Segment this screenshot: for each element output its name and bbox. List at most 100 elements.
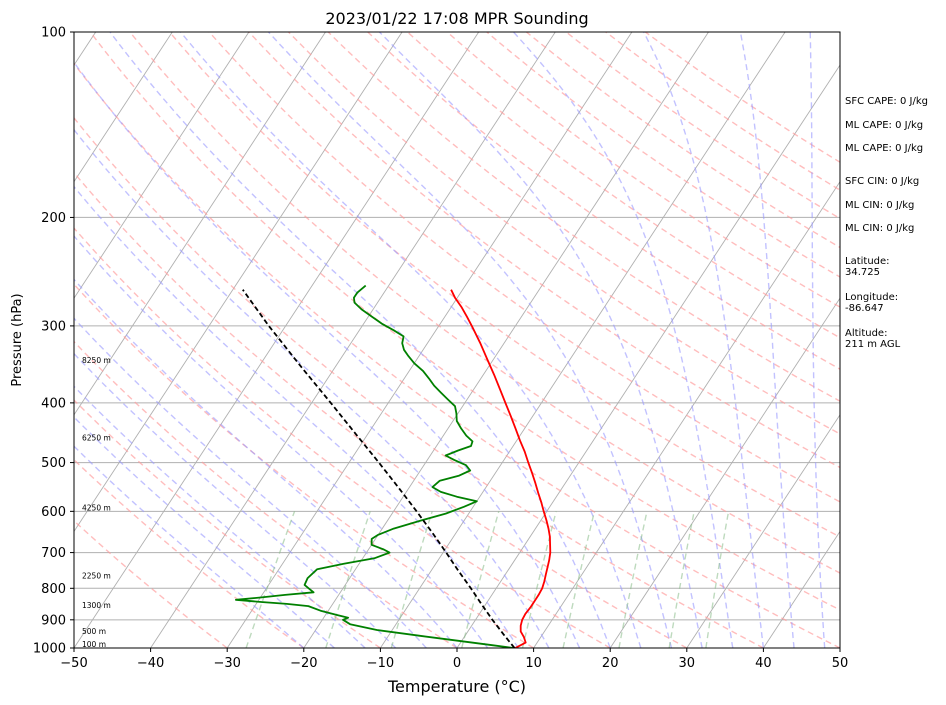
dry-adiabat-line [74,116,764,648]
mixing-ratio-line [562,511,596,648]
x-tick-label: 10 [525,656,542,671]
isotherm-line [74,32,250,300]
dry-adiabat-line [74,227,611,648]
isotherm-line [150,32,556,648]
dry-adiabat-line [367,32,840,370]
height-label: 1300 m [82,601,111,610]
moist-adiabat-line [74,235,489,648]
dry-adiabat-line [74,519,228,648]
y-tick-label: 400 [41,396,66,411]
isotherm-line [74,32,173,183]
sounding-parameter-text: Longitude: [845,292,898,303]
temperature-profile [450,289,552,648]
moist-adiabat-line [109,32,611,648]
y-axis-ticks: 1000 900 800 700 600 500 400 300 200 100 [33,26,74,657]
mixing-ratio-line [325,511,371,648]
sounding-profiles [235,284,552,648]
isotherm-line [74,32,403,533]
moist-adiabat-line [74,416,335,648]
sounding-parameter-text: -86.647 [845,303,884,314]
sounding-parameter-text: Altitude: [845,328,887,339]
dry-adiabat-line [525,32,840,249]
isotherm-line [380,32,786,648]
dry-adiabat-line [605,32,840,191]
dry-adiabat-line [74,340,458,648]
isotherm-line [763,530,840,648]
chart-title: 2023/01/22 17:08 MPR Sounding [325,9,588,28]
dry-adiabat-line [74,62,840,648]
dry-adiabat-line [208,32,840,503]
dry-adiabat-line [74,283,534,648]
mixing-ratio-line [668,511,695,648]
y-tick-label: 100 [41,26,66,41]
dry-adiabat-line [288,32,840,435]
x-tick-label: −20 [290,656,317,671]
isotherm-line [74,32,326,416]
y-tick-label: 1000 [33,642,66,657]
dry-adiabat-line [486,32,840,278]
height-label: 4250 m [82,503,111,512]
x-tick-label: 30 [679,656,696,671]
moist-adiabat-line [267,32,673,648]
moist-adiabat-line [512,32,734,648]
moist-adiabat-line [74,385,366,648]
sounding-parameter-text: ML CAPE: 0 J/kg [845,143,923,154]
mixing-ratio-line [705,511,730,648]
height-label: 2250 m [82,571,111,580]
parcel-profile [242,289,516,648]
height-label: 100 m [82,640,106,649]
dry-adiabat-line [565,32,840,220]
moist-adiabat-line [809,32,826,648]
moist-adiabat-line [643,32,765,648]
isotherm-lines [74,32,840,648]
mixing-ratio-line [390,511,433,648]
x-tick-label: −40 [137,656,164,671]
moist-adiabat-line [739,32,795,648]
plot-area [74,32,840,648]
sounding-parameter-text: ML CIN: 0 J/kg [845,223,914,234]
sounding-parameter-text: Latitude: [845,256,890,267]
y-tick-label: 500 [41,456,66,471]
x-axis-label: Temperature (°C) [387,677,526,696]
moist-adiabat-line [74,445,305,648]
x-tick-label: −10 [367,656,394,671]
height-label: 500 m [82,627,106,636]
dry-adiabat-lines [74,32,840,648]
moist-adiabat-line [378,32,703,648]
y-tick-label: 300 [41,319,66,334]
mixing-ratio-line [461,511,500,648]
isotherm-line [686,413,840,648]
y-tick-label: 200 [41,211,66,226]
y-tick-label: 600 [41,505,66,520]
x-tick-label: 20 [602,656,619,671]
moist-adiabat-line [74,128,550,648]
pressure-gridlines [74,216,840,621]
x-axis-ticks: −50 −40 −30 −20 −10 0 10 20 30 40 50 [60,648,848,671]
y-axis-label: Pressure (hPa) [10,293,25,386]
dry-adiabat-line [89,32,840,611]
dry-adiabat-line [129,32,840,574]
y-tick-label: 800 [41,582,66,597]
sounding-parameter-text: ML CAPE: 0 J/kg [845,120,923,131]
x-tick-label: 40 [755,656,772,671]
sounding-parameter-text: 211 m AGL [845,339,901,350]
mixing-ratio-line [618,511,648,648]
dry-adiabat-line [644,32,840,163]
sounding-parameters: SFC CAPE: 0 J/kg ML CAPE: 0 J/kg ML CAPE: … [845,96,928,350]
x-tick-label: 50 [832,656,849,671]
mixing-ratio-line [521,511,557,648]
height-label: 8250 m [82,356,111,365]
mixing-ratio-lines [245,511,730,648]
x-tick-label: 0 [453,656,461,671]
dewpoint-profile [235,284,514,648]
sounding-parameter-text: ML CIN: 0 J/kg [845,200,914,211]
dry-adiabat-line [74,399,381,648]
x-tick-label: −30 [213,656,240,671]
height-labels: 100 m 500 m 1300 m 2250 m 4250 m 6250 m 8250 m [82,356,111,649]
sounding-parameter-text: SFC CAPE: 0 J/kg [845,96,928,107]
moist-adiabat-line [74,317,427,648]
height-label: 6250 m [82,433,111,442]
moist-adiabat-line [74,185,519,648]
y-tick-label: 900 [41,613,66,628]
